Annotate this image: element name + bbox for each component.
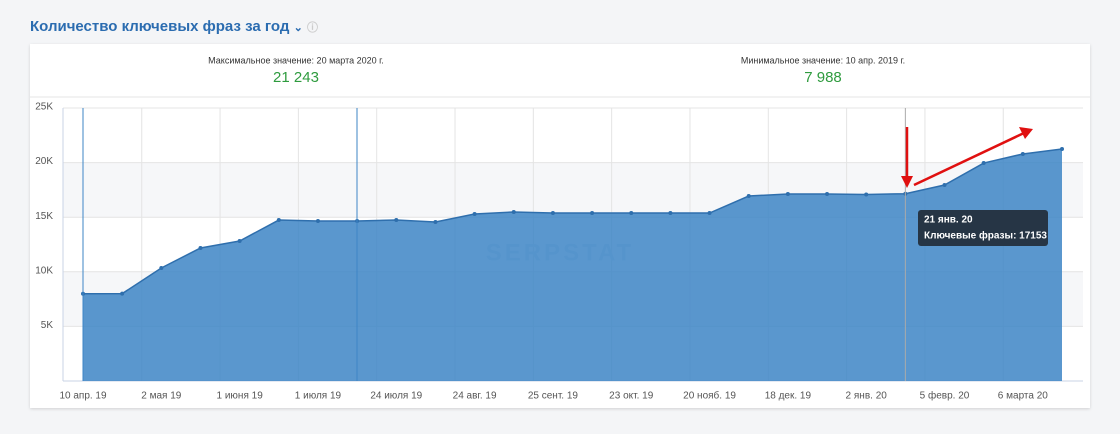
- x-tick-label: 20 нояб. 19: [683, 390, 736, 402]
- line: [82, 148, 1063, 295]
- point: [785, 192, 790, 197]
- point: [276, 218, 281, 223]
- x-tick-label: 24 июля 19: [370, 391, 422, 402]
- point: [668, 211, 673, 216]
- point: [1060, 147, 1064, 152]
- max-label: Максимальное значение: 20 марта 2020 г.: [208, 55, 384, 65]
- info-icon[interactable]: ⓘ: [306, 22, 318, 34]
- point: [433, 220, 438, 225]
- point: [237, 239, 242, 244]
- point: [394, 218, 399, 223]
- point: [315, 219, 320, 224]
- point: [472, 212, 477, 217]
- x-tick-label: 18 дек. 19: [765, 391, 812, 402]
- x-tick-label: 10 апр. 19: [59, 391, 107, 402]
- y-tick-label: 10K: [35, 265, 53, 276]
- point: [511, 209, 516, 214]
- point: [550, 211, 555, 216]
- point: [707, 211, 712, 216]
- y-tick-label: 25K: [35, 102, 53, 113]
- point: [159, 265, 164, 270]
- y-tick-label: 5K: [41, 320, 54, 331]
- x-tick-label: 6 марта 20: [998, 391, 1048, 402]
- arrow-head: [901, 176, 913, 188]
- x-tick-label: 25 сент. 19: [528, 391, 579, 402]
- point: [942, 182, 947, 187]
- tooltip: [918, 210, 1048, 246]
- x-tick-label: 1 июня 19: [217, 391, 264, 402]
- y-tick-label: 15K: [35, 211, 53, 222]
- chevron[interactable]: ⌄: [293, 22, 303, 34]
- min-value: 7 988: [804, 69, 842, 86]
- point: [1020, 151, 1025, 156]
- widget-title[interactable]: Количество ключевых фраз за год ⌄ ⓘ: [30, 18, 318, 35]
- y-tick-label: 20K: [35, 156, 53, 167]
- point: [746, 194, 751, 199]
- point: [590, 211, 595, 216]
- title-text: Количество ключевых фраз за год: [30, 18, 290, 35]
- tooltip-text: Ключевые фразы: 17153: [924, 230, 1047, 242]
- x-tick-label: 23 окт. 19: [609, 391, 654, 402]
- point: [629, 211, 634, 216]
- area: [83, 149, 1062, 381]
- x-tick-label: 1 июля 19: [295, 391, 342, 402]
- min-label: Минимальное значение: 10 апр. 2019 г.: [741, 55, 905, 65]
- point: [825, 192, 830, 197]
- x-tick-label: 5 февр. 20: [920, 390, 970, 402]
- point: [864, 192, 869, 197]
- x-tick-label: 2 янв. 20: [846, 391, 888, 402]
- arrow-head: [1019, 127, 1033, 139]
- point: [120, 291, 125, 296]
- point: [198, 245, 203, 250]
- point: [981, 161, 986, 166]
- arrow: [913, 131, 1025, 187]
- max-value: 21 243: [273, 69, 319, 86]
- x-tick-label: 2 мая 19: [141, 391, 182, 402]
- tooltip-title: 21 янв. 20: [924, 215, 973, 226]
- x-tick-label: 24 авг. 19: [453, 391, 497, 402]
